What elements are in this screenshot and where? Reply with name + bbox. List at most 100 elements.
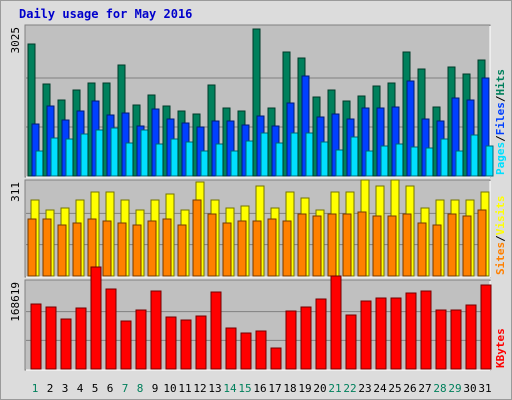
x-tick-label-day-18: 18 xyxy=(283,382,296,395)
bar-kbytes-day-15 xyxy=(240,332,252,370)
bar-sites-day-2 xyxy=(42,218,52,277)
bar-pages-day-22 xyxy=(350,136,359,177)
y-max-label: 311 xyxy=(9,182,22,202)
bar-sites-day-26 xyxy=(402,213,412,277)
y-max-label: 168619 xyxy=(9,282,22,322)
x-tick-label-day-7: 7 xyxy=(122,382,129,395)
bar-kbytes-day-18 xyxy=(285,310,297,370)
bar-sites-day-19 xyxy=(297,213,307,277)
bar-sites-day-9 xyxy=(147,220,157,277)
bar-pages-day-3 xyxy=(65,138,74,177)
bar-sites-day-14 xyxy=(222,222,232,277)
bar-kbytes-day-24 xyxy=(375,297,387,370)
bar-pages-day-28 xyxy=(440,138,449,177)
x-tick-label-day-17: 17 xyxy=(268,382,281,395)
bar-sites-day-17 xyxy=(267,218,277,277)
bar-pages-day-13 xyxy=(215,143,224,177)
bar-kbytes-day-16 xyxy=(255,330,267,370)
bar-pages-day-20 xyxy=(320,141,329,177)
bar-pages-day-9 xyxy=(155,143,164,177)
legend-visits-sites: Sites/Visits xyxy=(494,196,507,276)
bar-pages-day-1 xyxy=(35,150,44,177)
bar-pages-day-14 xyxy=(230,150,239,177)
bar-pages-day-25 xyxy=(395,143,404,177)
bar-sites-day-12 xyxy=(192,199,202,277)
bar-kbytes-day-13 xyxy=(210,291,222,370)
bar-pages-day-4 xyxy=(80,133,89,177)
bar-kbytes-day-30 xyxy=(465,304,477,370)
x-tick-label-day-10: 10 xyxy=(163,382,176,395)
bar-sites-day-22 xyxy=(342,213,352,277)
x-tick-label-day-22: 22 xyxy=(343,382,356,395)
bar-sites-day-31 xyxy=(477,209,487,277)
x-tick-label-day-19: 19 xyxy=(298,382,311,395)
bar-sites-day-11 xyxy=(177,224,187,277)
bar-pages-day-23 xyxy=(365,150,374,177)
bar-kbytes-day-17 xyxy=(270,347,282,370)
bar-pages-day-29 xyxy=(455,150,464,177)
x-tick-label-day-14: 14 xyxy=(223,382,237,395)
bar-kbytes-day-25 xyxy=(390,297,402,370)
x-tick-label-day-12: 12 xyxy=(193,382,206,395)
x-tick-label-day-29: 29 xyxy=(448,382,461,395)
bar-sites-day-28 xyxy=(432,224,442,277)
bar-kbytes-day-12 xyxy=(195,315,207,370)
bar-sites-day-10 xyxy=(162,218,172,277)
bar-sites-day-4 xyxy=(72,222,82,277)
x-tick-label-day-2: 2 xyxy=(47,382,54,395)
bar-sites-day-6 xyxy=(102,220,112,277)
x-tick-label-day-4: 4 xyxy=(77,382,84,395)
bar-pages-day-19 xyxy=(305,132,314,177)
bar-sites-day-20 xyxy=(312,215,322,277)
x-tick-label-day-1: 1 xyxy=(32,382,39,395)
bar-pages-day-30 xyxy=(470,134,479,177)
bar-sites-day-15 xyxy=(237,220,247,277)
legend-entry: Visits xyxy=(494,196,507,236)
bar-sites-day-23 xyxy=(357,211,367,277)
bar-kbytes-day-6 xyxy=(105,288,117,370)
bar-kbytes-day-14 xyxy=(225,327,237,370)
bar-kbytes-day-19 xyxy=(300,306,312,370)
legend-entry: Sites xyxy=(494,242,507,275)
bar-pages-day-27 xyxy=(425,147,434,177)
bar-sites-day-24 xyxy=(372,215,382,277)
bar-pages-day-31 xyxy=(485,145,494,177)
bar-kbytes-day-27 xyxy=(420,290,432,370)
x-tick-label-day-25: 25 xyxy=(388,382,401,395)
bar-kbytes-day-9 xyxy=(150,290,162,370)
legend-entry: Pages xyxy=(494,142,507,175)
bar-pages-day-24 xyxy=(380,145,389,177)
legend-entry: Files xyxy=(494,102,507,135)
x-tick-label-day-13: 13 xyxy=(208,382,221,395)
bar-kbytes-day-1 xyxy=(30,303,42,370)
bar-sites-day-27 xyxy=(417,222,427,277)
bar-kbytes-day-11 xyxy=(180,319,192,370)
bar-pages-day-5 xyxy=(95,129,104,177)
x-tick-label-day-11: 11 xyxy=(178,382,191,395)
bar-kbytes-day-26 xyxy=(405,292,417,370)
x-tick-label-day-23: 23 xyxy=(358,382,371,395)
x-tick-label-day-20: 20 xyxy=(313,382,326,395)
legend-hits-files-pages: Pages/Files/Hits xyxy=(494,69,507,175)
bar-kbytes-day-2 xyxy=(45,306,57,370)
bar-sites-day-13 xyxy=(207,213,217,277)
bar-sites-day-18 xyxy=(282,220,292,277)
bar-kbytes-day-31 xyxy=(480,284,492,370)
bar-kbytes-day-22 xyxy=(345,314,357,370)
bar-sites-day-8 xyxy=(132,224,142,277)
x-tick-label-day-26: 26 xyxy=(403,382,416,395)
bar-sites-day-25 xyxy=(387,215,397,277)
x-tick-label-day-3: 3 xyxy=(62,382,69,395)
x-tick-label-day-16: 16 xyxy=(253,382,266,395)
legend-entry: / xyxy=(494,95,507,102)
bar-sites-day-7 xyxy=(117,222,127,277)
x-tick-label-day-8: 8 xyxy=(137,382,144,395)
bar-pages-day-7 xyxy=(125,142,134,177)
y-max-label: 3025 xyxy=(9,27,22,54)
bar-sites-day-3 xyxy=(57,224,67,277)
legend-entry: Hits xyxy=(494,69,507,96)
x-tick-label-day-27: 27 xyxy=(418,382,431,395)
x-tick-label-day-31: 31 xyxy=(478,382,491,395)
bar-kbytes-day-23 xyxy=(360,300,372,370)
x-tick-label-day-9: 9 xyxy=(152,382,159,395)
